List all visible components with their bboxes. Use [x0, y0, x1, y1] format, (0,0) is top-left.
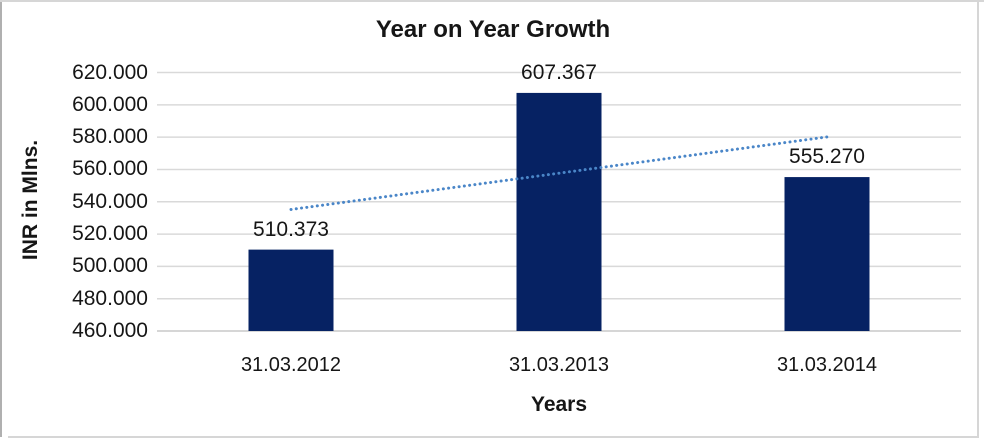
trendline: [289, 135, 829, 211]
bar: [784, 177, 870, 331]
chart-border-right: [977, 0, 979, 438]
bar-value-label: 555.270: [789, 145, 865, 169]
x-axis-title: Years: [530, 393, 588, 416]
y-tick-label: 620.000: [72, 60, 148, 84]
y-tick-label: 460.000: [72, 319, 148, 342]
x-tick-label: 31.03.2013: [508, 354, 610, 376]
y-tick-label: 520.000: [72, 222, 148, 246]
bar-value-label: 510.373: [253, 217, 329, 241]
chart-border-top: [0, 0, 984, 2]
y-tick-label: 560.000: [72, 157, 148, 181]
bar-value-label: 607.367: [521, 60, 597, 84]
y-tick-label: 480.000: [72, 286, 148, 310]
y-tick-label: 540.000: [72, 189, 148, 213]
y-tick-label: 580.000: [72, 125, 148, 149]
y-tick-label: 600.000: [72, 92, 148, 116]
y-tick-label: 500.000: [72, 254, 148, 278]
chart-border-left: [0, 0, 2, 437]
x-tick-label: 31.03.2012: [240, 354, 342, 376]
chart-title: Year on Year Growth: [375, 16, 611, 43]
x-tick-label: 31.03.2014: [776, 354, 878, 376]
bar: [248, 249, 334, 331]
chart-border-bottom: [8, 436, 979, 438]
bar: [516, 92, 602, 332]
